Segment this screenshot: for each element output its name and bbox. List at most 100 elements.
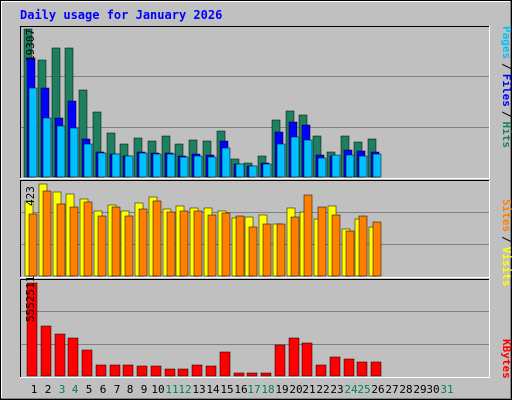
bar-kbytes-23 bbox=[329, 356, 341, 377]
x-tick-label-15: 15 bbox=[220, 383, 233, 396]
chart-title: Daily usage for January 2026 bbox=[20, 8, 222, 22]
legend-sep-1: / bbox=[500, 63, 512, 70]
x-tick-label-27: 27 bbox=[385, 383, 398, 396]
bar-pages-16 bbox=[235, 163, 245, 178]
x-tick-label-21: 21 bbox=[302, 383, 315, 396]
bar-sites-2 bbox=[42, 190, 52, 277]
legend-visits: Visits bbox=[500, 247, 512, 287]
x-tick-label-12: 12 bbox=[178, 383, 191, 396]
bar-sites-4 bbox=[69, 206, 79, 277]
x-tick-label-22: 22 bbox=[316, 383, 329, 396]
bar-kbytes-17 bbox=[246, 372, 258, 377]
bar-kbytes-16 bbox=[233, 372, 245, 377]
bar-pages-1 bbox=[28, 87, 38, 178]
x-tick-label-23: 23 bbox=[330, 383, 343, 396]
x-tick-label-9: 9 bbox=[141, 383, 148, 396]
x-tick-label-4: 4 bbox=[72, 383, 79, 396]
bar-sites-21 bbox=[303, 194, 313, 277]
bar-kbytes-26 bbox=[370, 361, 382, 377]
x-tick-label-7: 7 bbox=[114, 383, 121, 396]
legend-sep-2: / bbox=[500, 111, 512, 118]
bar-sites-20 bbox=[290, 216, 300, 277]
bar-pages-22 bbox=[317, 157, 327, 178]
x-tick-label-17: 17 bbox=[247, 383, 260, 396]
panel-pages-files-hits bbox=[20, 26, 490, 179]
x-axis-tick-labels: 1 2 3 4 5 6 7 8 9 10 11 12 13 14 15 16 17 18 19 20 21 22 23 24 2… bbox=[31, 383, 454, 396]
x-tick-label-6: 6 bbox=[100, 383, 107, 396]
bar-kbytes-10 bbox=[150, 365, 162, 377]
y-max-label-hits: 19307 bbox=[24, 29, 37, 62]
y-max-label-visits: 423 bbox=[24, 186, 37, 206]
legend-hits: Hits bbox=[500, 122, 512, 149]
bar-kbytes-24 bbox=[343, 358, 355, 377]
bar-pages-11 bbox=[166, 153, 176, 178]
x-tick-label-2: 2 bbox=[45, 383, 52, 396]
bar-pages-13 bbox=[193, 155, 203, 178]
bar-pages-21 bbox=[303, 139, 313, 178]
bar-sites-26 bbox=[372, 221, 382, 277]
bar-kbytes-13 bbox=[191, 364, 203, 377]
bar-pages-3 bbox=[56, 125, 66, 178]
bar-kbytes-2 bbox=[40, 325, 52, 377]
x-tick-label-11: 11 bbox=[165, 383, 178, 396]
x-tick-label-25: 25 bbox=[357, 383, 370, 396]
bar-sites-14 bbox=[207, 214, 217, 277]
bar-kbytes-9 bbox=[136, 365, 148, 377]
bar-sites-15 bbox=[221, 212, 231, 277]
x-tick-label-10: 10 bbox=[151, 383, 164, 396]
bar-kbytes-20 bbox=[288, 337, 300, 377]
bar-pages-6 bbox=[97, 152, 107, 178]
panel-kbytes bbox=[20, 279, 490, 378]
bar-sites-12 bbox=[179, 210, 189, 277]
bar-sites-7 bbox=[111, 206, 121, 277]
legend-pages-files-hits: Pages / Files / Hits bbox=[500, 26, 512, 148]
bar-sites-5 bbox=[83, 201, 93, 277]
panel-sites-visits bbox=[20, 180, 490, 278]
bar-sites-18 bbox=[262, 223, 272, 277]
bar-kbytes-15 bbox=[219, 351, 231, 377]
bar-pages-14 bbox=[207, 156, 217, 178]
bar-sites-10 bbox=[152, 200, 162, 277]
x-tick-label-28: 28 bbox=[399, 383, 412, 396]
y-max-label-kbytes: 5552511 bbox=[24, 276, 37, 322]
bar-kbytes-5 bbox=[81, 349, 93, 377]
bar-kbytes-8 bbox=[122, 364, 134, 377]
bar-sites-17 bbox=[248, 226, 258, 277]
bar-sites-11 bbox=[166, 211, 176, 277]
bar-pages-9 bbox=[138, 152, 148, 178]
bar-pages-15 bbox=[221, 147, 231, 178]
bar-sites-1 bbox=[28, 213, 38, 277]
bar-kbytes-25 bbox=[356, 361, 368, 377]
bar-pages-26 bbox=[372, 153, 382, 178]
x-tick-label-30: 30 bbox=[426, 383, 439, 396]
bar-sites-13 bbox=[193, 210, 203, 277]
bar-pages-12 bbox=[179, 156, 189, 178]
bar-sites-9 bbox=[138, 208, 148, 277]
bar-kbytes-12 bbox=[177, 368, 189, 377]
bar-pages-10 bbox=[152, 153, 162, 178]
legend-sites: Sites bbox=[500, 199, 512, 232]
x-tick-label-24: 24 bbox=[344, 383, 358, 396]
x-tick-label-19: 19 bbox=[275, 383, 288, 396]
x-tick-label-5: 5 bbox=[86, 383, 93, 396]
bar-pages-18 bbox=[262, 163, 272, 178]
panel-bot-area bbox=[20, 279, 490, 378]
bar-kbytes-18 bbox=[260, 372, 272, 377]
bar-kbytes-21 bbox=[301, 342, 313, 377]
x-tick-label-13: 13 bbox=[192, 383, 205, 396]
x-tick-label-31: 31 bbox=[440, 383, 453, 396]
bar-sites-6 bbox=[97, 215, 107, 277]
bar-sites-3 bbox=[56, 203, 66, 277]
bar-pages-23 bbox=[331, 154, 341, 178]
bar-kbytes-22 bbox=[315, 364, 327, 377]
bar-sites-22 bbox=[317, 206, 327, 277]
x-tick-label-18: 18 bbox=[261, 383, 274, 396]
bar-kbytes-14 bbox=[205, 365, 217, 377]
bar-sites-24 bbox=[345, 230, 355, 277]
bar-sites-19 bbox=[276, 223, 286, 277]
legend-files: Files bbox=[500, 74, 512, 107]
x-tick-label-14: 14 bbox=[206, 383, 220, 396]
bar-kbytes-19 bbox=[274, 344, 286, 377]
